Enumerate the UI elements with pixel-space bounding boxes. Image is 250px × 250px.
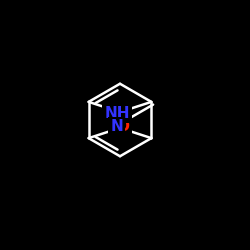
Text: NH: NH [104,106,130,120]
Text: O: O [116,106,130,120]
Text: O: O [116,120,130,134]
Text: N: N [110,120,123,134]
